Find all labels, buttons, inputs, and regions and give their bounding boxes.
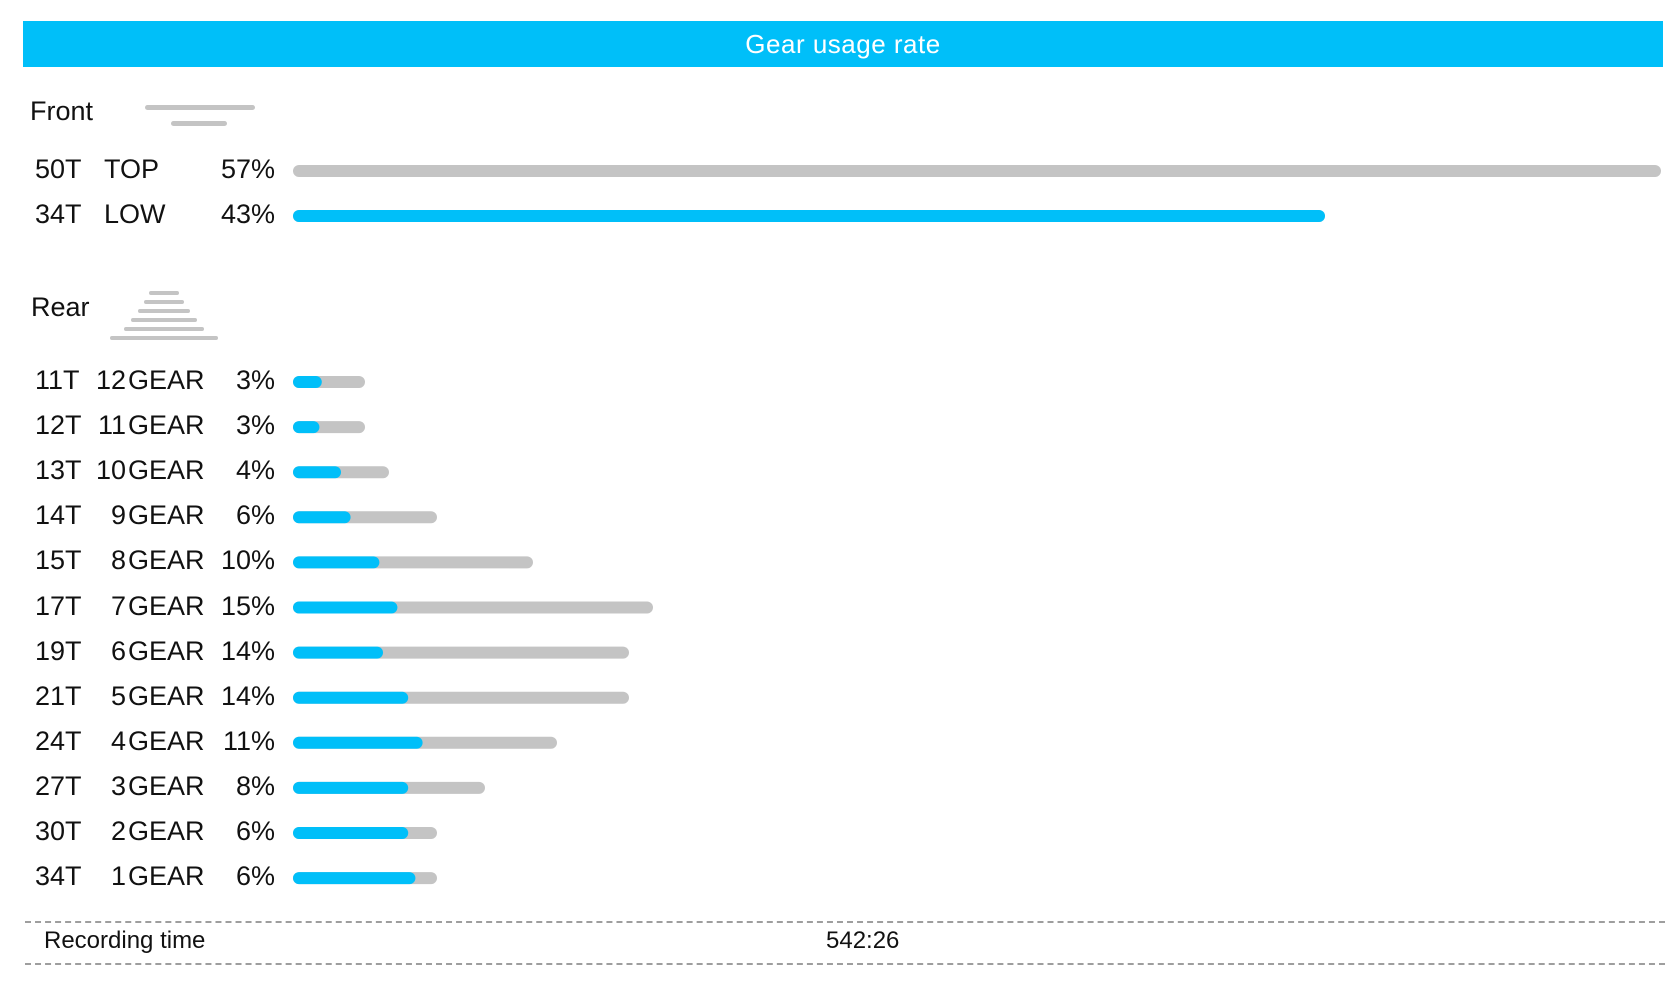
chart-title: Gear usage rate: [23, 21, 1663, 67]
rear-gear-word: GEAR: [128, 861, 205, 892]
rear-bar-11: [293, 872, 437, 885]
front-bar-fill: [293, 210, 1325, 222]
rear-percent-label: 14%: [220, 680, 275, 711]
rear-gear-word: GEAR: [128, 365, 205, 395]
rear-bar-6: [293, 646, 629, 659]
rear-gear-number: 4: [110, 725, 126, 756]
rear-percent-label: 8%: [235, 770, 275, 801]
rear-teeth-label: 12T: [35, 410, 82, 441]
front-teeth-label: 34T: [35, 199, 82, 229]
rear-bar-fill: [293, 781, 409, 794]
front-teeth-label: 50T: [35, 154, 82, 184]
rear-bar-fill: [293, 872, 416, 885]
rear-teeth-label: 27T: [35, 770, 82, 801]
rear-cassette-icon: [110, 291, 218, 340]
front-gear-name: LOW: [104, 199, 166, 229]
rear-teeth-label: 19T: [35, 635, 82, 666]
rear-gear-number: 1: [110, 861, 126, 892]
front-percent-label: 43%: [220, 199, 275, 229]
rear-bar-fill: [293, 556, 380, 569]
rear-bar-fill: [293, 376, 322, 388]
rear-bar-7: [293, 691, 629, 704]
rear-bar-fill: [293, 421, 320, 434]
rear-bar-3: [293, 511, 437, 524]
rear-bar-fill: [293, 466, 341, 479]
rear-gear-word: GEAR: [128, 455, 205, 486]
rear-percent-label: 4%: [235, 455, 275, 486]
rear-gear-number: 11: [97, 410, 126, 441]
rear-bar-fill: [293, 691, 409, 704]
front-bar-0: [293, 165, 1661, 177]
front-section-label: Front: [30, 96, 94, 126]
rear-percent-label: 14%: [220, 635, 275, 666]
rear-bar-10: [293, 827, 437, 839]
rear-gear-number: 5: [110, 680, 126, 711]
rear-bar-0: [293, 376, 365, 388]
rear-teeth-label: 13T: [35, 455, 82, 486]
rear-gear-number: 2: [110, 816, 126, 846]
rear-gear-word: GEAR: [128, 590, 205, 621]
rear-gear-word: GEAR: [128, 410, 205, 441]
rear-gear-number: 12: [95, 365, 126, 395]
footer-divider-top: [25, 921, 1665, 923]
rear-gear-number: 6: [110, 635, 126, 666]
rear-percent-label: 3%: [235, 410, 275, 441]
rear-bar-fill: [293, 601, 398, 614]
recording-time-value: 542:26: [826, 927, 900, 954]
rear-bar-fill: [293, 827, 409, 839]
rear-section-label: Rear: [31, 292, 90, 322]
rear-gear-number: 10: [95, 455, 126, 486]
rear-teeth-label: 24T: [35, 725, 82, 756]
rear-percent-label: 6%: [235, 816, 275, 846]
rear-gear-word: GEAR: [128, 770, 205, 801]
rear-gear-number: 8: [110, 545, 126, 576]
rear-teeth-label: 17T: [35, 590, 82, 621]
rear-bar-9: [293, 781, 485, 794]
rear-bar-8: [293, 736, 557, 749]
recording-time-label: Recording time: [44, 927, 206, 954]
rear-percent-label: 10%: [220, 545, 275, 576]
rear-percent-label: 15%: [220, 590, 275, 621]
rear-percent-label: 3%: [235, 365, 275, 395]
rear-bar-2: [293, 466, 389, 479]
rear-gear-word: GEAR: [128, 725, 205, 756]
front-bar-track: [293, 165, 1661, 177]
rear-gear-word: GEAR: [128, 816, 205, 846]
rear-gear-number: 3: [110, 770, 126, 801]
rear-gear-number: 9: [110, 500, 126, 531]
rear-teeth-label: 34T: [35, 861, 82, 892]
rear-percent-label: 6%: [235, 500, 275, 531]
rear-bar-fill: [293, 646, 383, 659]
rear-teeth-label: 14T: [35, 500, 82, 531]
rear-bar-1: [293, 421, 365, 434]
rear-gear-number: 7: [110, 590, 126, 621]
front-percent-label: 57%: [220, 154, 275, 184]
rear-teeth-label: 15T: [35, 545, 82, 576]
footer-divider-bottom: [25, 963, 1665, 965]
front-bar-1: [293, 210, 1325, 222]
rear-teeth-label: 11T: [35, 365, 80, 395]
rear-gear-word: GEAR: [128, 500, 205, 531]
rear-gear-word: GEAR: [128, 635, 205, 666]
rear-teeth-label: 21T: [35, 680, 82, 711]
front-gear-name: TOP: [104, 154, 160, 184]
rear-bar-fill: [293, 511, 351, 524]
rear-bar-4: [293, 556, 533, 569]
rear-bar-fill: [293, 736, 423, 749]
rear-percent-label: 6%: [235, 861, 275, 892]
front-chainring-icon: [145, 105, 255, 126]
rear-teeth-label: 30T: [35, 816, 82, 846]
rear-gear-word: GEAR: [128, 545, 205, 576]
rear-gear-word: GEAR: [128, 680, 205, 711]
rear-percent-label: 11%: [222, 725, 275, 756]
rear-bar-5: [293, 601, 653, 614]
